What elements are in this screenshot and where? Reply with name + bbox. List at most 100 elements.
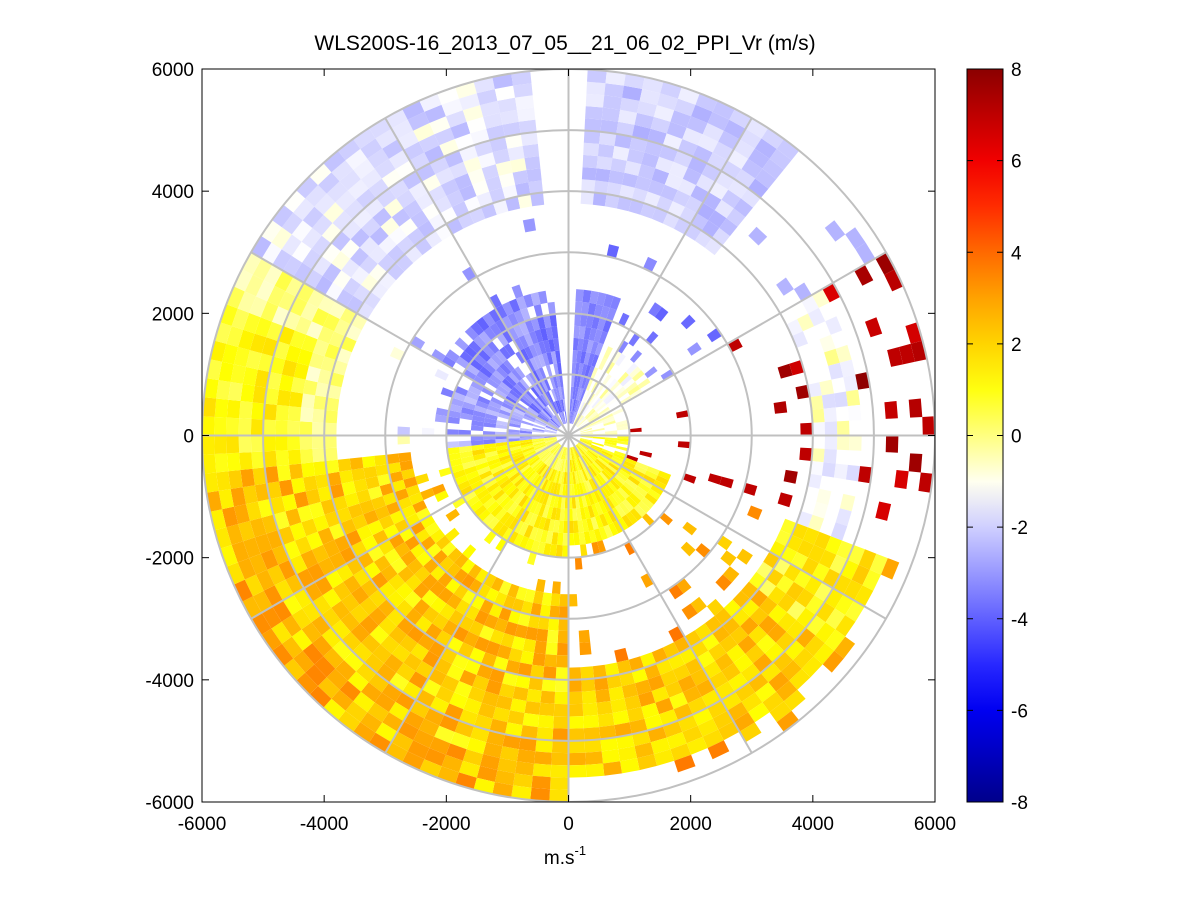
velocity-cell — [514, 366, 526, 379]
velocity-cell — [473, 484, 487, 496]
velocity-cell — [204, 472, 219, 493]
velocity-cell — [819, 379, 834, 396]
velocity-cell — [285, 508, 302, 527]
velocity-cell — [495, 492, 508, 505]
velocity-cell — [470, 380, 484, 392]
velocity-cell — [274, 270, 294, 292]
velocity-cell — [526, 688, 542, 703]
velocity-cell — [821, 462, 836, 478]
velocity-cell — [390, 557, 408, 574]
velocity-cell — [308, 352, 325, 370]
velocity-cell — [777, 363, 793, 379]
velocity-cell — [615, 419, 629, 426]
velocity-cell — [734, 682, 756, 702]
velocity-cell — [507, 710, 525, 726]
velocity-cell — [781, 660, 802, 681]
velocity-cell — [538, 341, 547, 355]
velocity-cell — [447, 410, 461, 419]
velocity-cell — [477, 509, 491, 522]
y-tick-label: -6000 — [145, 793, 194, 814]
velocity-cell — [495, 366, 508, 379]
velocity-cell — [540, 411, 551, 421]
velocity-cell — [458, 440, 472, 447]
y-tick-label: -2000 — [145, 549, 194, 570]
velocity-cell — [745, 118, 769, 139]
velocity-cell — [483, 435, 496, 440]
velocity-cell — [591, 397, 602, 409]
velocity-cell — [793, 569, 812, 589]
velocity-cell — [463, 465, 478, 475]
velocity-cell — [370, 281, 389, 300]
velocity-cell — [398, 452, 412, 463]
velocity-cell — [562, 447, 566, 460]
velocity-cell — [569, 411, 573, 424]
velocity-cell — [287, 420, 301, 436]
velocity-cell — [576, 375, 582, 388]
velocity-cell — [617, 517, 629, 531]
velocity-cell — [594, 515, 604, 529]
velocity-cell — [576, 444, 585, 455]
velocity-cell — [584, 118, 602, 132]
velocity-cell — [528, 486, 538, 499]
velocity-cell — [549, 376, 556, 389]
velocity-cell — [588, 479, 597, 492]
velocity-cell — [612, 520, 624, 534]
velocity-cell — [580, 432, 593, 435]
velocity-cell — [637, 378, 651, 389]
velocity-cell — [556, 655, 569, 668]
velocity-cell — [531, 436, 545, 440]
velocity-cell — [620, 97, 640, 113]
velocity-cell — [485, 679, 503, 696]
velocity-cell — [587, 492, 595, 506]
velocity-cell — [476, 583, 491, 599]
velocity-cell — [226, 452, 241, 472]
velocity-cell — [405, 245, 423, 263]
velocity-cell — [440, 675, 460, 693]
velocity-cell — [631, 187, 648, 204]
velocity-cell — [226, 286, 245, 309]
velocity-cell — [580, 438, 593, 442]
velocity-cell — [465, 470, 480, 481]
velocity-cell — [577, 338, 584, 351]
velocity-cell — [530, 602, 542, 617]
velocity-cell — [627, 385, 641, 396]
velocity-cell — [356, 662, 377, 683]
velocity-cell — [617, 438, 630, 442]
velocity-cell — [626, 148, 645, 165]
velocity-cell — [399, 460, 414, 472]
velocity-cell — [492, 73, 514, 89]
velocity-cell — [634, 679, 652, 696]
velocity-cell — [359, 255, 378, 274]
velocity-cell — [580, 431, 593, 435]
velocity-cell — [846, 389, 861, 407]
velocity-cell — [314, 576, 333, 596]
velocity-cell — [542, 505, 550, 519]
velocity-cell — [578, 420, 589, 429]
velocity-cell — [487, 404, 501, 413]
velocity-cell — [244, 574, 264, 597]
velocity-cell — [303, 475, 318, 492]
velocity-cell — [368, 672, 389, 693]
velocity-cell — [318, 677, 340, 699]
velocity-cell — [590, 444, 603, 451]
velocity-cell — [206, 490, 222, 512]
velocity-cell — [339, 169, 361, 191]
velocity-cell — [523, 468, 534, 479]
velocity-cell — [243, 312, 261, 334]
velocity-cell — [702, 729, 724, 748]
velocity-cell — [568, 752, 586, 766]
velocity-cell — [559, 459, 564, 472]
velocity-cell — [773, 401, 788, 414]
velocity-cell — [534, 751, 552, 765]
velocity-cell — [712, 100, 735, 120]
velocity-cell — [483, 530, 497, 545]
velocity-cell — [420, 488, 435, 501]
velocity-cell — [281, 636, 303, 659]
velocity-cell — [630, 350, 643, 363]
velocity-cell — [363, 466, 378, 479]
velocity-cell — [560, 471, 565, 485]
velocity-cell — [500, 457, 513, 466]
velocity-cell — [597, 540, 607, 554]
velocity-cell — [395, 691, 416, 711]
